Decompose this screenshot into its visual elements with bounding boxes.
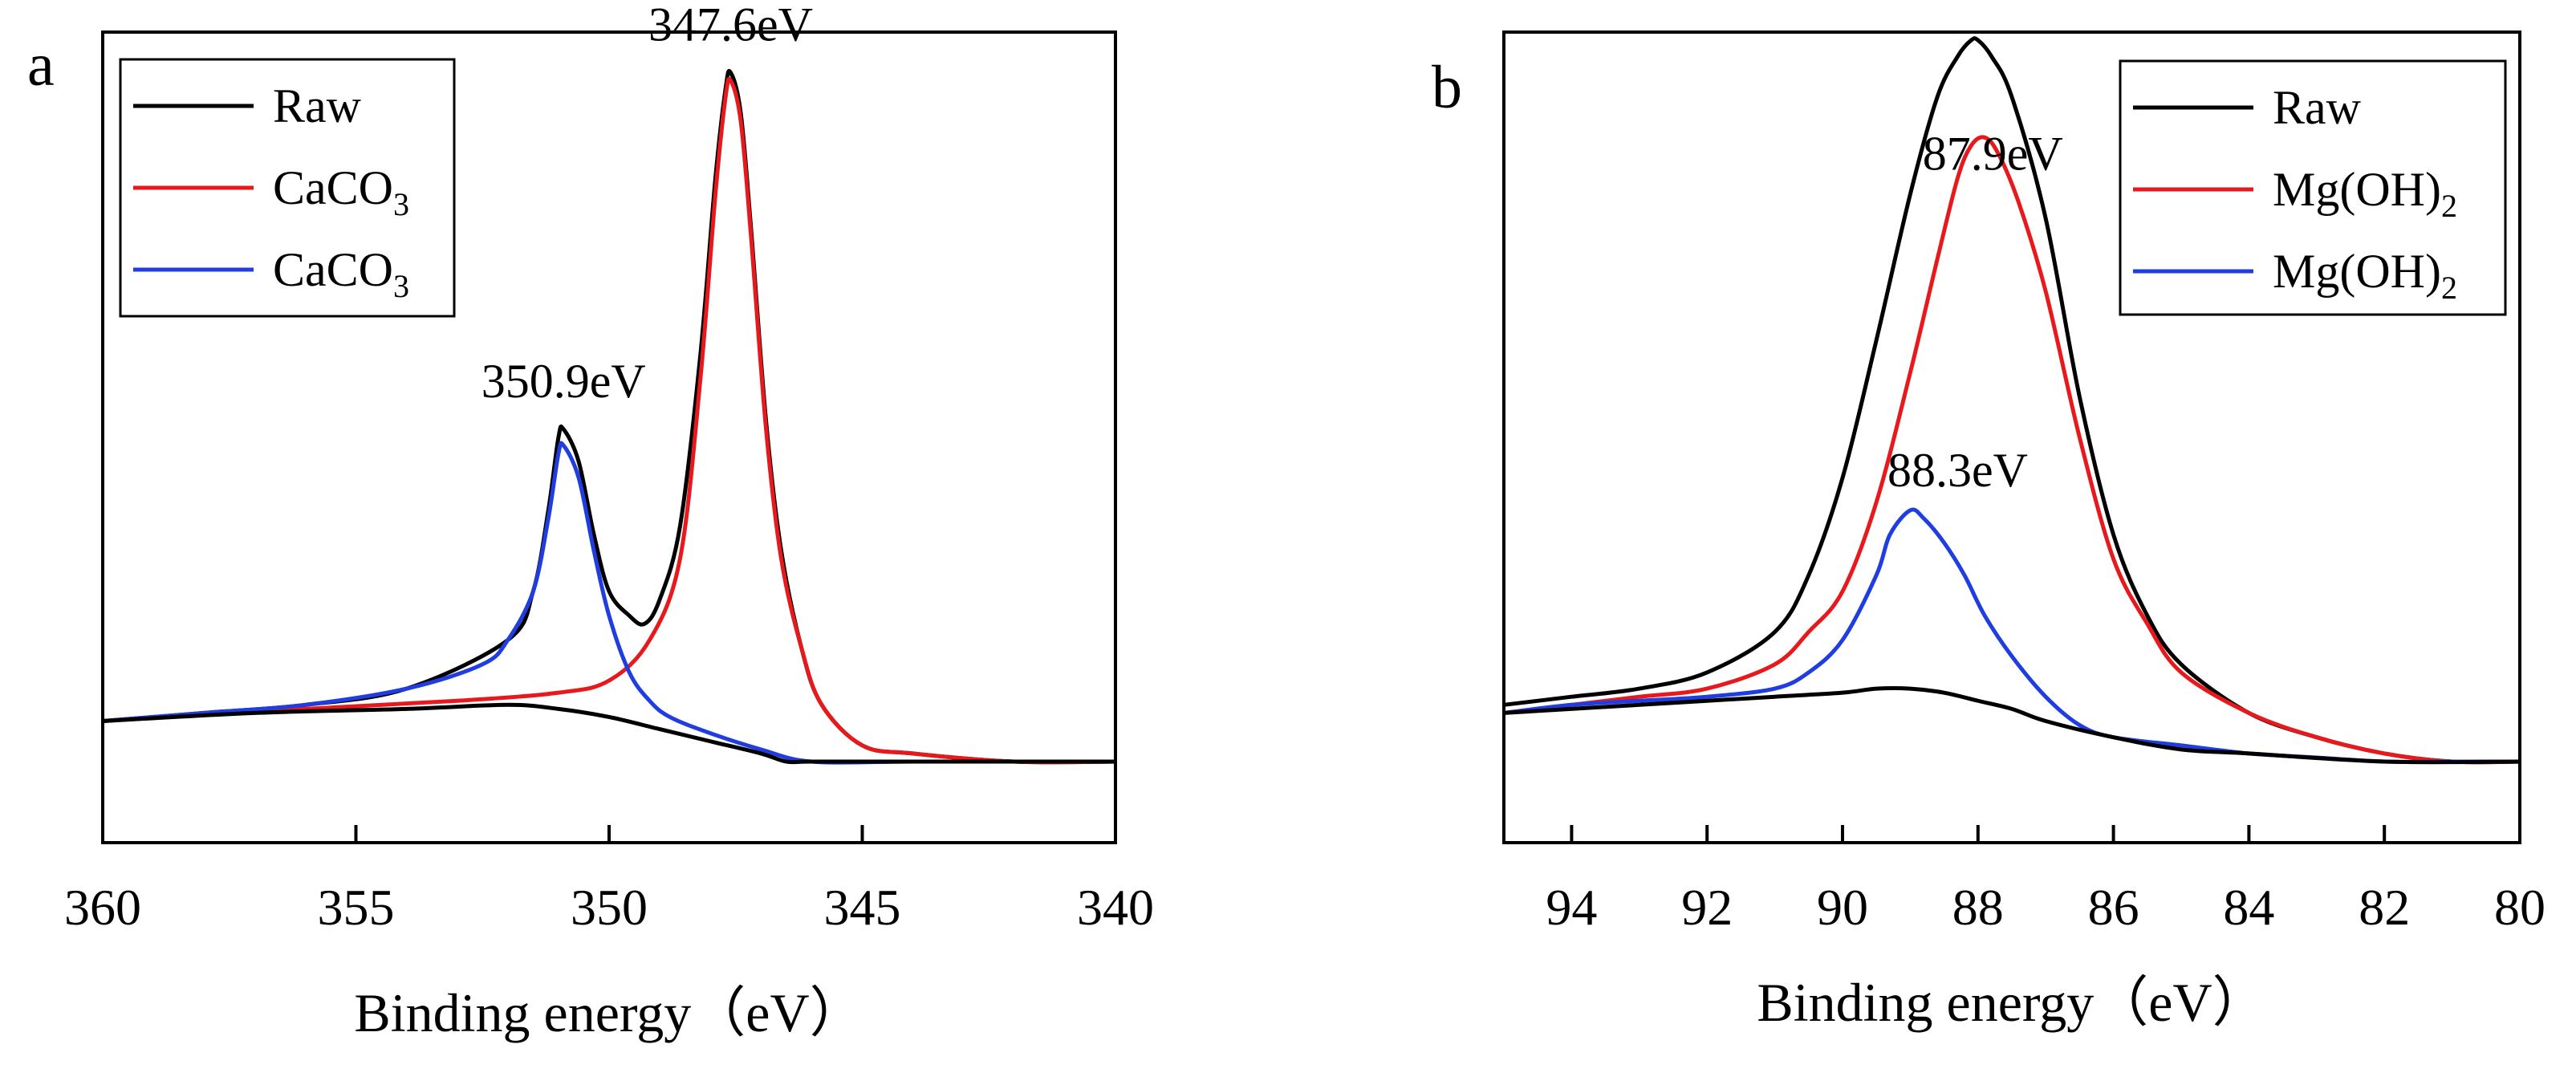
panel-a-annotation-1: 350.9eV [481,355,646,408]
panel-a-series-1 [102,76,1116,765]
panel-a-x-axis-label: Binding energy（eV） [354,982,863,1043]
panel-b-x-tick-label-3: 88 [1952,879,2004,936]
panel-b-legend-label-1: Mg(OH)2 [2273,163,2457,224]
panel-a-x-tick-label-3: 345 [824,879,901,936]
panel-a-annotation-0: 347.6eV [648,0,813,51]
panel-b-legend-label-2: Mg(OH)2 [2273,245,2457,306]
panel-b-series [1503,36,2521,765]
panel-b-x-tick-label-5: 84 [2223,879,2274,936]
panel-b-label: b [1432,54,1462,121]
panel-b-plot-frame [1502,30,2521,844]
panel-b-x-ticks: 94 92 90 88 86 84 82 80 [1546,825,2546,936]
panel-b-x-tick-label-7: 80 [2494,879,2546,936]
panel-b-series-2 [1503,507,2520,764]
panel-b-annotation-1: 88.3eV [1887,444,2028,497]
panel-a-annotations: 347.6eV 350.9eV [481,0,813,408]
panel-b-x-axis-label: Binding energy（eV） [1757,972,2266,1033]
panel-b-series-3 [1503,685,2521,765]
panel-b-x-tick-label-6: 82 [2359,879,2410,936]
panel-a-x-tick-label-2: 350 [571,879,648,936]
panel-a-legend-label-0: Raw [273,79,362,132]
panel-b-x-tick-label-2: 90 [1817,879,1868,936]
panel-a-legend-label-2: CaCO3 [273,243,409,304]
panel-b-x-tick-label-1: 92 [1681,879,1733,936]
panel-b-legend: Raw Mg(OH)2 Mg(OH)2 [2119,59,2507,316]
panel-a-x-tick-label-1: 355 [318,879,395,936]
panel-a-legend: Raw CaCO3 CaCO3 [119,58,456,318]
panel-a-x-tick-label-4: 340 [1077,879,1154,936]
panel-b-annotations: 87.9eV 88.3eV [1887,127,2063,497]
panel-a-series [102,68,1116,765]
panel-a-label: a [27,31,55,99]
panel-a-x-tick-label-0: 360 [64,879,141,936]
panel-a-series-3 [102,702,1115,765]
panel-a-x-ticks: 360 355 350 345 340 [64,825,1154,936]
panel-b: b 94 92 90 88 86 84 82 80 87.9eV 88.3eV Raw Mg(OH… [1432,30,2546,1033]
panel-b-x-tick-label-0: 94 [1546,879,1597,936]
panel-b-annotation-0: 87.9eV [1923,127,2063,180]
panel-b-series-1 [1503,135,2521,765]
panel-a: a 360 355 350 345 340 347.6eV 350.9eV Raw CaCO… [27,0,1154,1043]
panel-b-legend-label-0: Raw [2273,81,2362,134]
panel-b-x-tick-label-4: 86 [2088,879,2139,936]
panel-a-legend-label-1: CaCO3 [273,161,409,222]
